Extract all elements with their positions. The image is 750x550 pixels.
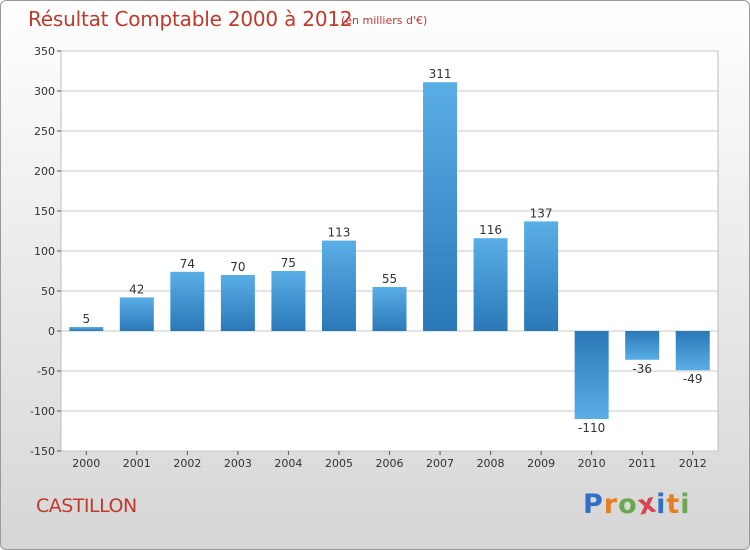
bar-2007: [423, 82, 458, 331]
bar-2000: [69, 327, 104, 331]
x-tick-label: 2010: [578, 457, 606, 470]
x-tick-label: 2004: [274, 457, 302, 470]
commune-name: CASTILLON: [36, 495, 137, 517]
y-tick-label: -50: [37, 365, 55, 378]
y-tick-label: 100: [34, 245, 55, 258]
logo-letter: t: [666, 489, 681, 520]
y-tick-label: 200: [34, 165, 55, 178]
data-label: -110: [578, 421, 605, 435]
x-tick-label: 2008: [477, 457, 505, 470]
y-tick-label: 300: [34, 85, 55, 98]
data-label: 311: [429, 67, 452, 81]
chart-title: Résultat Comptable 2000 à 2012: [28, 7, 353, 31]
data-label: 116: [479, 223, 502, 237]
logo-letter: r: [603, 489, 619, 520]
bar-2003: [220, 275, 255, 331]
x-tick-label: 2002: [173, 457, 201, 470]
x-tick-label: 2005: [325, 457, 353, 470]
logo-letter: i: [680, 489, 691, 520]
x-tick-label: 2011: [628, 457, 656, 470]
proxiti-logo[interactable]: Proxiti: [583, 487, 691, 521]
data-label: 137: [530, 206, 553, 220]
y-tick-label: 150: [34, 205, 55, 218]
x-tick-label: 2006: [376, 457, 404, 470]
y-tick-label: -150: [30, 445, 55, 458]
data-labels: 5 42 74 70 75 113 55 311 116 137 -110 -36 -49: [82, 67, 702, 435]
bar-2011: [625, 331, 660, 360]
bar-2006: [372, 287, 407, 331]
x-tick-label: 2001: [123, 457, 151, 470]
bar-2002: [170, 271, 205, 331]
y-tick-label: 50: [41, 285, 55, 298]
x-axis-ticks: 2000 2001 2002 2003 2004 2005 2006 2007 2008 2009…: [72, 451, 707, 470]
logo-letter: i: [656, 489, 667, 520]
data-label: -49: [683, 372, 703, 386]
x-tick-label: 2009: [527, 457, 555, 470]
x-tick-label: 2007: [426, 457, 454, 470]
x-tick-label: 2003: [224, 457, 252, 470]
logo-letter: o: [618, 489, 638, 520]
bar-2012: [675, 331, 710, 371]
logo-letter: P: [583, 489, 604, 520]
data-label: 74: [180, 257, 195, 271]
x-tick-label: 2012: [679, 457, 707, 470]
y-tick-label: 0: [48, 325, 55, 338]
data-label: 55: [382, 272, 397, 286]
bar-2005: [321, 240, 356, 331]
bar-2008: [473, 238, 508, 331]
x-tick-label: 2000: [72, 457, 100, 470]
bar-2001: [119, 297, 154, 331]
y-axis-ticks: 350 300 250 200 150 100 50 0 -50 -100 -150: [30, 45, 61, 458]
data-label: 70: [230, 260, 245, 274]
y-tick-label: 350: [34, 45, 55, 58]
bar-2010: [574, 331, 609, 419]
y-tick-label: -100: [30, 405, 55, 418]
bar-2004: [271, 271, 306, 331]
data-label: 42: [129, 282, 144, 296]
data-label: 5: [82, 312, 90, 326]
data-label: -36: [632, 362, 652, 376]
data-label: 75: [281, 256, 296, 270]
chart-subtitle: (en milliers d'€): [341, 14, 428, 27]
bar-2009: [524, 221, 559, 331]
y-tick-label: 250: [34, 125, 55, 138]
bars: [69, 82, 710, 419]
data-label: 113: [328, 226, 351, 240]
